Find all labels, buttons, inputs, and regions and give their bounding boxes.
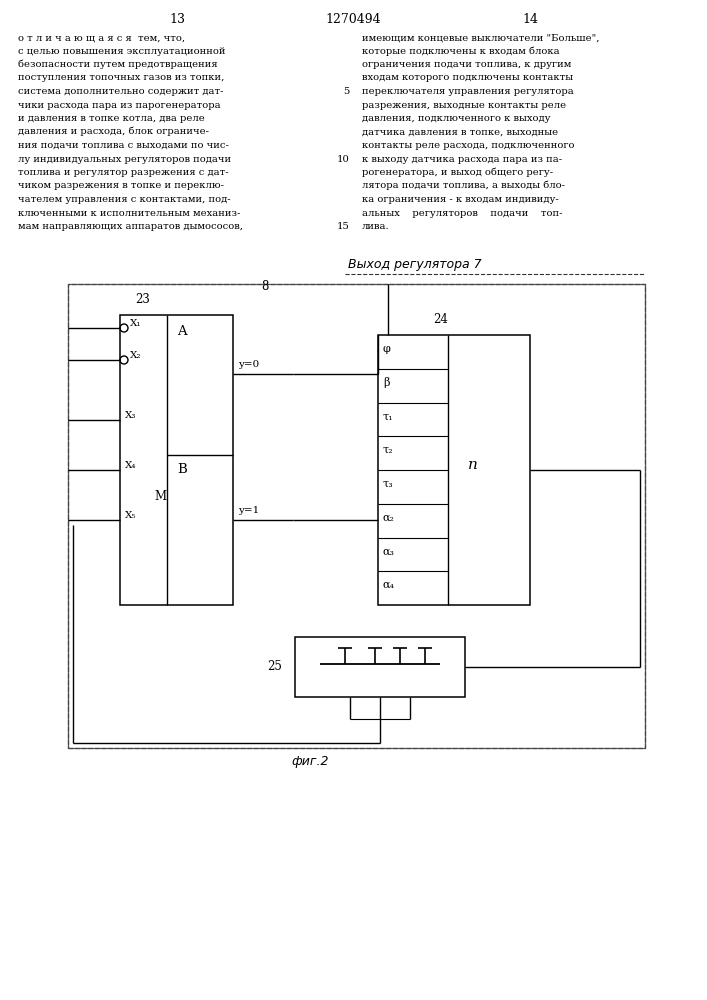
Text: B: B [177,463,187,476]
Text: ключенными к исполнительным механиз-: ключенными к исполнительным механиз- [18,209,240,218]
Text: п: п [468,458,478,472]
Text: ния подачи топлива с выходами по чис-: ния подачи топлива с выходами по чис- [18,141,229,150]
Bar [120,315,233,605]
Text: датчика давления в топке, выходные: датчика давления в топке, выходные [362,127,558,136]
Text: τ₃: τ₃ [383,479,394,489]
Text: τ₂: τ₂ [383,445,394,455]
Text: 1270494: 1270494 [325,13,381,26]
Text: альных    регуляторов    подачи    топ-: альных регуляторов подачи топ- [362,209,563,218]
Text: о т л и ч а ю щ а я с я  тем, что,: о т л и ч а ю щ а я с я тем, что, [18,33,185,42]
Text: поступления топочных газов из топки,: поступления топочных газов из топки, [18,74,224,83]
Text: рогенератора, и выход общего регу-: рогенератора, и выход общего регу- [362,167,553,177]
Bar [68,284,645,748]
Text: лива.: лива. [362,222,390,231]
Text: к выходу датчика расхода пара из па-: к выходу датчика расхода пара из па- [362,154,562,163]
Text: давления и расхода, блок ограниче-: давления и расхода, блок ограниче- [18,127,209,136]
Text: имеющим концевые выключатели "Больше",: имеющим концевые выключатели "Больше", [362,33,600,42]
Text: X₂: X₂ [130,352,141,360]
Bar [295,637,465,697]
Text: ограничения подачи топлива, к другим: ограничения подачи топлива, к другим [362,60,571,69]
Text: τ₁: τ₁ [383,411,394,421]
Text: 24: 24 [433,313,448,326]
Text: M: M [154,490,166,503]
Text: входам которого подключены контакты: входам которого подключены контакты [362,74,573,83]
Text: 5: 5 [344,87,350,96]
Text: X₅: X₅ [125,512,136,520]
Text: α₃: α₃ [383,546,395,556]
Text: Выход регулятора 7: Выход регулятора 7 [348,258,481,271]
Text: 13: 13 [169,13,185,26]
Text: с целью повышения эксплуатационной: с целью повышения эксплуатационной [18,46,226,55]
Text: y=0: y=0 [238,360,259,369]
Text: φ: φ [383,344,391,354]
Text: X₄: X₄ [125,462,136,471]
Text: фиг.2: фиг.2 [291,755,329,768]
Text: чиком разрежения в топке и переклю-: чиком разрежения в топке и переклю- [18,182,224,190]
Text: α₂: α₂ [383,513,395,523]
Bar [378,335,530,605]
Text: контакты реле расхода, подключенного: контакты реле расхода, подключенного [362,141,575,150]
Text: лу индивидуальных регуляторов подачи: лу индивидуальных регуляторов подачи [18,154,231,163]
Text: лятора подачи топлива, а выходы бло-: лятора подачи топлива, а выходы бло- [362,181,565,190]
Text: и давления в топке котла, два реле: и давления в топке котла, два реле [18,114,205,123]
Text: A: A [177,325,187,338]
Text: система дополнительно содержит дат-: система дополнительно содержит дат- [18,87,223,96]
Text: разрежения, выходные контакты реле: разрежения, выходные контакты реле [362,101,566,109]
Text: α₄: α₄ [383,580,395,590]
Text: чики расхода пара из парогенератора: чики расхода пара из парогенератора [18,101,221,109]
Text: β: β [383,377,390,388]
Text: 23: 23 [135,293,150,306]
Text: y=1: y=1 [238,506,259,515]
Text: переключателя управления регулятора: переключателя управления регулятора [362,87,574,96]
Text: давления, подключенного к выходу: давления, подключенного к выходу [362,114,551,123]
Text: X₁: X₁ [130,320,141,328]
Text: которые подключены к входам блока: которые подключены к входам блока [362,46,560,55]
Text: 10: 10 [337,154,350,163]
Text: безопасности путем предотвращения: безопасности путем предотвращения [18,60,218,69]
Text: топлива и регулятор разрежения с дат-: топлива и регулятор разрежения с дат- [18,168,228,177]
Text: X₃: X₃ [125,412,136,420]
Text: 14: 14 [522,13,538,26]
Text: 15: 15 [337,222,350,231]
Text: 25: 25 [267,660,282,674]
Text: мам направляющих аппаратов дымососов,: мам направляющих аппаратов дымососов, [18,222,243,231]
Bar [68,284,645,748]
Text: 8: 8 [262,280,269,293]
Text: чателем управления с контактами, под-: чателем управления с контактами, под- [18,195,230,204]
Text: ка ограничения - к входам индивиду-: ка ограничения - к входам индивиду- [362,195,559,204]
